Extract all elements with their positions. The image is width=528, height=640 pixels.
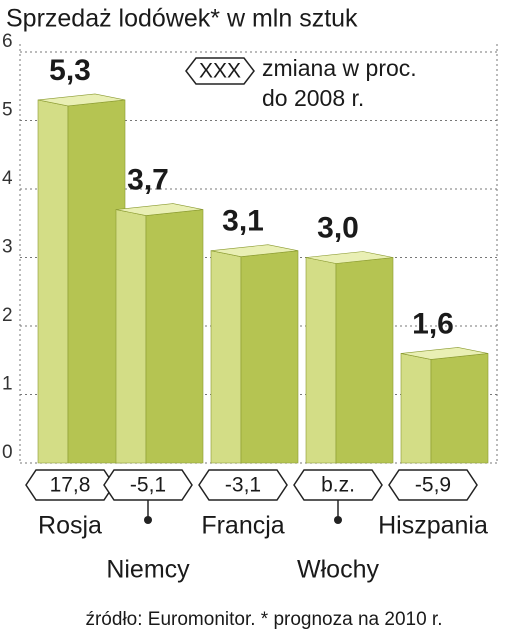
bar-side — [430, 353, 489, 464]
x-tick-label: Włochy — [297, 556, 379, 584]
value-label: 3,0 — [317, 211, 359, 244]
y-tick-label: 6 — [2, 31, 13, 52]
y-tick-label: 1 — [2, 374, 13, 395]
bar-front — [115, 209, 147, 464]
bar-front — [305, 257, 337, 464]
bar-top — [115, 203, 204, 216]
chart-title: Sprzedaż lodówek* w mln sztuk — [6, 5, 358, 33]
y-tick-label: 2 — [2, 305, 13, 326]
bar-front — [37, 99, 69, 464]
bar-top — [400, 347, 489, 360]
bar — [115, 203, 204, 464]
value-label: 5,3 — [49, 54, 91, 87]
legend-symbol-shape — [185, 57, 255, 85]
legend-symbol: XXX — [199, 60, 241, 83]
change-badge — [103, 469, 193, 501]
x-tick-label: Rosja — [38, 512, 102, 540]
change-label: b.z. — [321, 474, 355, 497]
change-label: -5,9 — [415, 474, 451, 497]
y-tick-label: 5 — [2, 100, 13, 121]
change-badge — [293, 469, 383, 501]
legend-text: do 2008 r. — [262, 85, 364, 111]
legend: XXX zmiana w proc. do 2008 r. — [185, 55, 417, 111]
bar-top — [305, 251, 394, 264]
legend-text: zmiana w proc. — [262, 55, 417, 81]
bar — [305, 251, 394, 464]
label-pin-head — [144, 516, 152, 524]
change-label: -3,1 — [225, 474, 261, 497]
change-badge — [388, 469, 478, 501]
value-label: 3,7 — [127, 163, 169, 196]
value-label: 3,1 — [222, 205, 264, 238]
change-badge — [198, 469, 288, 501]
change-label: 17,8 — [50, 474, 91, 497]
y-tick-label: 4 — [2, 168, 13, 189]
value-label: 1,6 — [412, 307, 454, 340]
x-tick-label: Francja — [201, 512, 284, 540]
bar-front — [210, 250, 242, 464]
bar — [210, 244, 299, 464]
x-tick-label: Hiszpania — [378, 512, 488, 540]
source-note: źródło: Euromonitor. * prognoza na 2010 … — [85, 609, 442, 630]
bar-front — [400, 353, 432, 464]
bar-top — [210, 244, 299, 257]
bar-top — [37, 93, 126, 107]
bar — [37, 93, 126, 464]
label-pin-head — [334, 516, 342, 524]
x-tick-label: Niemcy — [106, 556, 190, 584]
bar-side — [240, 250, 299, 464]
change-label: -5,1 — [130, 474, 166, 497]
bar — [400, 347, 489, 464]
y-tick-label: 3 — [2, 237, 13, 258]
bar-side — [335, 257, 394, 464]
bar-side — [145, 209, 204, 464]
y-tick-label: 0 — [2, 442, 13, 463]
